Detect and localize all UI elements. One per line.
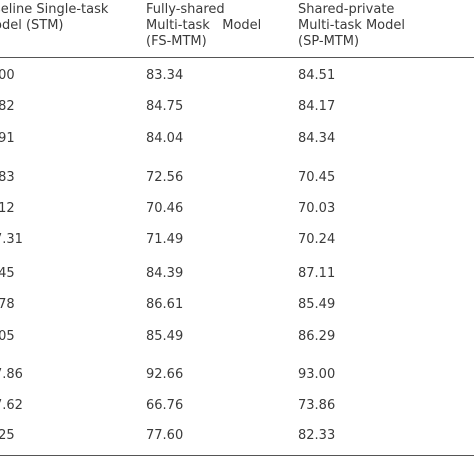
table-cell: 84.04 <box>146 131 184 146</box>
table-cell: 72.56 <box>146 170 184 185</box>
header-text: odel (STM) <box>0 18 64 33</box>
table-cell: 70.24 <box>298 232 336 247</box>
table-cell: .05 <box>0 329 15 344</box>
table-cell: .83 <box>0 170 15 185</box>
table-cell: 93.00 <box>298 367 336 382</box>
table-cell: .91 <box>0 131 15 146</box>
header-text: (FS-MTM) <box>146 34 207 49</box>
table-cell: 84.39 <box>146 266 184 281</box>
table-cell: .25 <box>0 428 15 443</box>
header-text: Fully-shared <box>146 2 225 17</box>
table-cell: .82 <box>0 99 15 114</box>
table-cell: 71.49 <box>146 232 184 247</box>
table-cell: 66.76 <box>146 398 184 413</box>
table-cell: 87.11 <box>298 266 336 281</box>
header-text: Shared-private <box>298 2 395 17</box>
header-text: (SP-MTM) <box>298 34 360 49</box>
bottom-rule <box>0 455 474 456</box>
table-cell: 82.33 <box>298 428 336 443</box>
table-cell: 70.45 <box>298 170 336 185</box>
table-cell: .12 <box>0 201 15 216</box>
table-cell: 86.61 <box>146 297 184 312</box>
table-cell: 86.29 <box>298 329 336 344</box>
table-cell: 84.34 <box>298 131 336 146</box>
table-cell: 70.03 <box>298 201 336 216</box>
table-cell: 85.49 <box>146 329 184 344</box>
table-cell: 85.49 <box>298 297 336 312</box>
table-cell: 84.17 <box>298 99 336 114</box>
table-cell: 7.31 <box>0 232 23 247</box>
table-cell: .00 <box>0 68 15 83</box>
table-cell: 7.62 <box>0 398 23 413</box>
table-cell: .78 <box>0 297 15 312</box>
header-text: seline Single-task <box>0 2 109 17</box>
table-cell: 84.51 <box>298 68 336 83</box>
table-cell: 92.66 <box>146 367 184 382</box>
header-text: Multi-task Model <box>298 18 405 33</box>
table-cell: 70.46 <box>146 201 184 216</box>
table-cell: .45 <box>0 266 15 281</box>
table-cell: 84.75 <box>146 99 184 114</box>
table-cell: 7.86 <box>0 367 23 382</box>
table-cell: 73.86 <box>298 398 336 413</box>
table-cell: 83.34 <box>146 68 184 83</box>
header-text: Multi-task Model <box>146 18 262 33</box>
header-rule <box>0 57 474 58</box>
table-cell: 77.60 <box>146 428 184 443</box>
